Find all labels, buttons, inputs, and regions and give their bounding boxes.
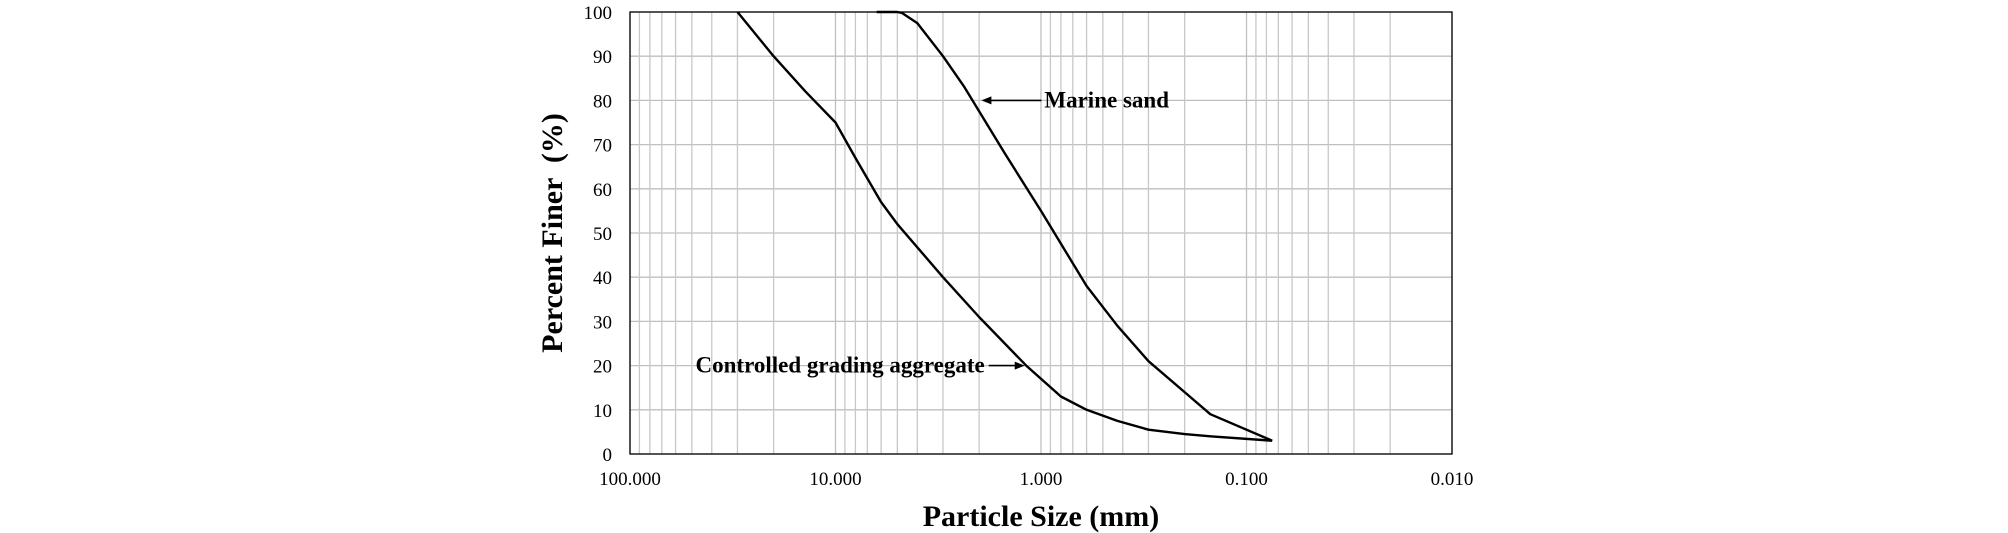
x-axis-title: Particle Size (mm) <box>923 500 1160 533</box>
plot-frame <box>629 11 1453 455</box>
series-layer <box>736 10 1273 442</box>
y-tick-label: 30 <box>593 312 612 333</box>
y-tick-label: 80 <box>593 91 612 112</box>
y-tick-label: 100 <box>584 3 613 24</box>
y-tick-label: 20 <box>593 357 612 378</box>
x-tick-label: 10.000 <box>809 469 861 490</box>
x-tick-label: 0.100 <box>1225 469 1268 490</box>
y-axis-title: Percent Finer (%) <box>536 113 569 353</box>
arrow-head-icon <box>981 96 992 105</box>
annotations: Marine sand Controlled grading aggregate <box>696 87 1170 377</box>
x-tick-label: 1.000 <box>1020 469 1063 490</box>
x-tick-label: 0.010 <box>1431 469 1474 490</box>
gridlines <box>629 11 1453 455</box>
y-tick-label: 60 <box>593 180 612 201</box>
y-tick-labels: 0 10 20 30 40 50 60 70 80 90 100 <box>584 3 613 466</box>
series-line-0 <box>876 10 1273 442</box>
y-tick-label: 10 <box>593 401 612 422</box>
y-tick-label: 0 <box>603 445 613 466</box>
y-tick-label: 70 <box>593 136 612 157</box>
y-tick-label: 40 <box>593 268 612 289</box>
x-tick-label: 100.000 <box>599 469 661 490</box>
series-line-1 <box>736 11 1273 442</box>
annotation-controlled-grading: Controlled grading aggregate <box>696 353 985 378</box>
arrow-head-icon <box>1014 361 1025 370</box>
y-tick-label: 90 <box>593 47 612 68</box>
x-tick-labels: 100.000 10.000 1.000 0.100 0.010 <box>599 469 1473 490</box>
annotation-marine-sand: Marine sand <box>1044 87 1169 112</box>
y-tick-label: 50 <box>593 224 612 245</box>
